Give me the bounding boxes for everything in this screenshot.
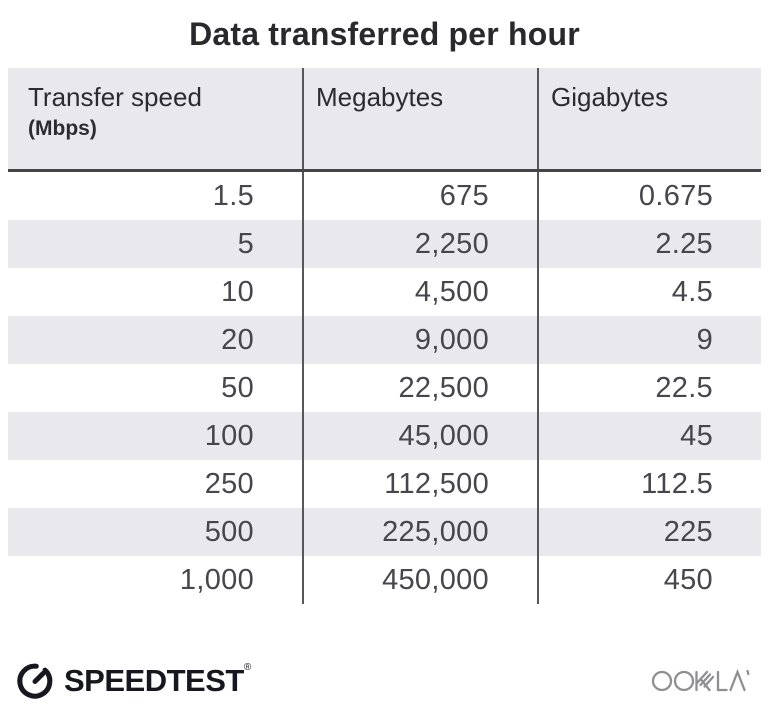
table-cell: 50: [221, 371, 254, 404]
table-cell: 10: [221, 275, 254, 308]
table-cell: 500: [204, 515, 254, 548]
page-title: Data transferred per hour: [189, 16, 580, 52]
header-transfer-speed: Transfer speed (Mbps): [8, 68, 303, 172]
table-cell: 2,250: [302, 220, 538, 268]
table-row: 500 225,000 225: [8, 508, 761, 556]
table-cell: 22.5: [537, 364, 761, 412]
table-cell: 9: [537, 316, 761, 364]
table-cell: 450: [537, 556, 761, 604]
table-cell: 20: [221, 323, 254, 356]
header-transfer-speed-label: Transfer speed: [28, 82, 202, 112]
table-row: 50 22,500 22.5: [8, 364, 761, 412]
footer: SPEEDTEST®: [0, 656, 769, 704]
table-cell: 5: [237, 227, 254, 260]
speedtest-logo: SPEEDTEST®: [14, 658, 251, 702]
ookla-logo: [651, 664, 751, 696]
registered-trademark-symbol: ®: [243, 661, 251, 673]
header-gigabytes: Gigabytes: [537, 68, 761, 172]
table-row: 1,000 450,000 450: [8, 556, 761, 604]
table-row: 100 45,000 45: [8, 412, 761, 460]
table-row: 5 2,250 2.25: [8, 220, 761, 268]
header-mbps-unit: (Mbps): [28, 117, 97, 140]
table-cell: 45,000: [302, 412, 538, 460]
table-row: 20 9,000 9: [8, 316, 761, 364]
ookla-wordmark-icon: [651, 664, 751, 696]
table-cell: 112.5: [537, 460, 761, 508]
table-cell: 0.675: [537, 170, 761, 220]
table-cell: 9,000: [302, 316, 538, 364]
table-cell: 675: [302, 170, 538, 220]
speedtest-gauge-icon: [14, 658, 56, 702]
table-body: 1.5 675 0.675 5 2,250 2.25 10 4,500 4.5 20 9,000 9 5…: [8, 170, 761, 604]
table-cell: 2.25: [537, 220, 761, 268]
table-cell: 225: [537, 508, 761, 556]
table-cell: 100: [204, 419, 254, 452]
table-header: Transfer speed (Mbps) Megabytes Gigabyte…: [8, 68, 761, 172]
table-cell: 225,000: [302, 508, 538, 556]
table-cell: 1.5: [212, 179, 254, 212]
speedtest-wordmark: SPEEDTEST®: [64, 661, 251, 698]
table-cell: 1,000: [179, 563, 254, 596]
table-cell: 45: [537, 412, 761, 460]
table-cell: 250: [204, 467, 254, 500]
table-cell: 4,500: [302, 268, 538, 316]
table-cell: 22,500: [302, 364, 538, 412]
header-megabytes: Megabytes: [302, 68, 538, 172]
table-row: 250 112,500 112.5: [8, 460, 761, 508]
table-cell: 112,500: [302, 460, 538, 508]
table-row: 1.5 675 0.675: [8, 170, 761, 220]
table-row: 10 4,500 4.5: [8, 268, 761, 316]
table-cell: 4.5: [537, 268, 761, 316]
table-cell: 450,000: [302, 556, 538, 604]
data-table: Transfer speed (Mbps) Megabytes Gigabyte…: [8, 68, 761, 604]
